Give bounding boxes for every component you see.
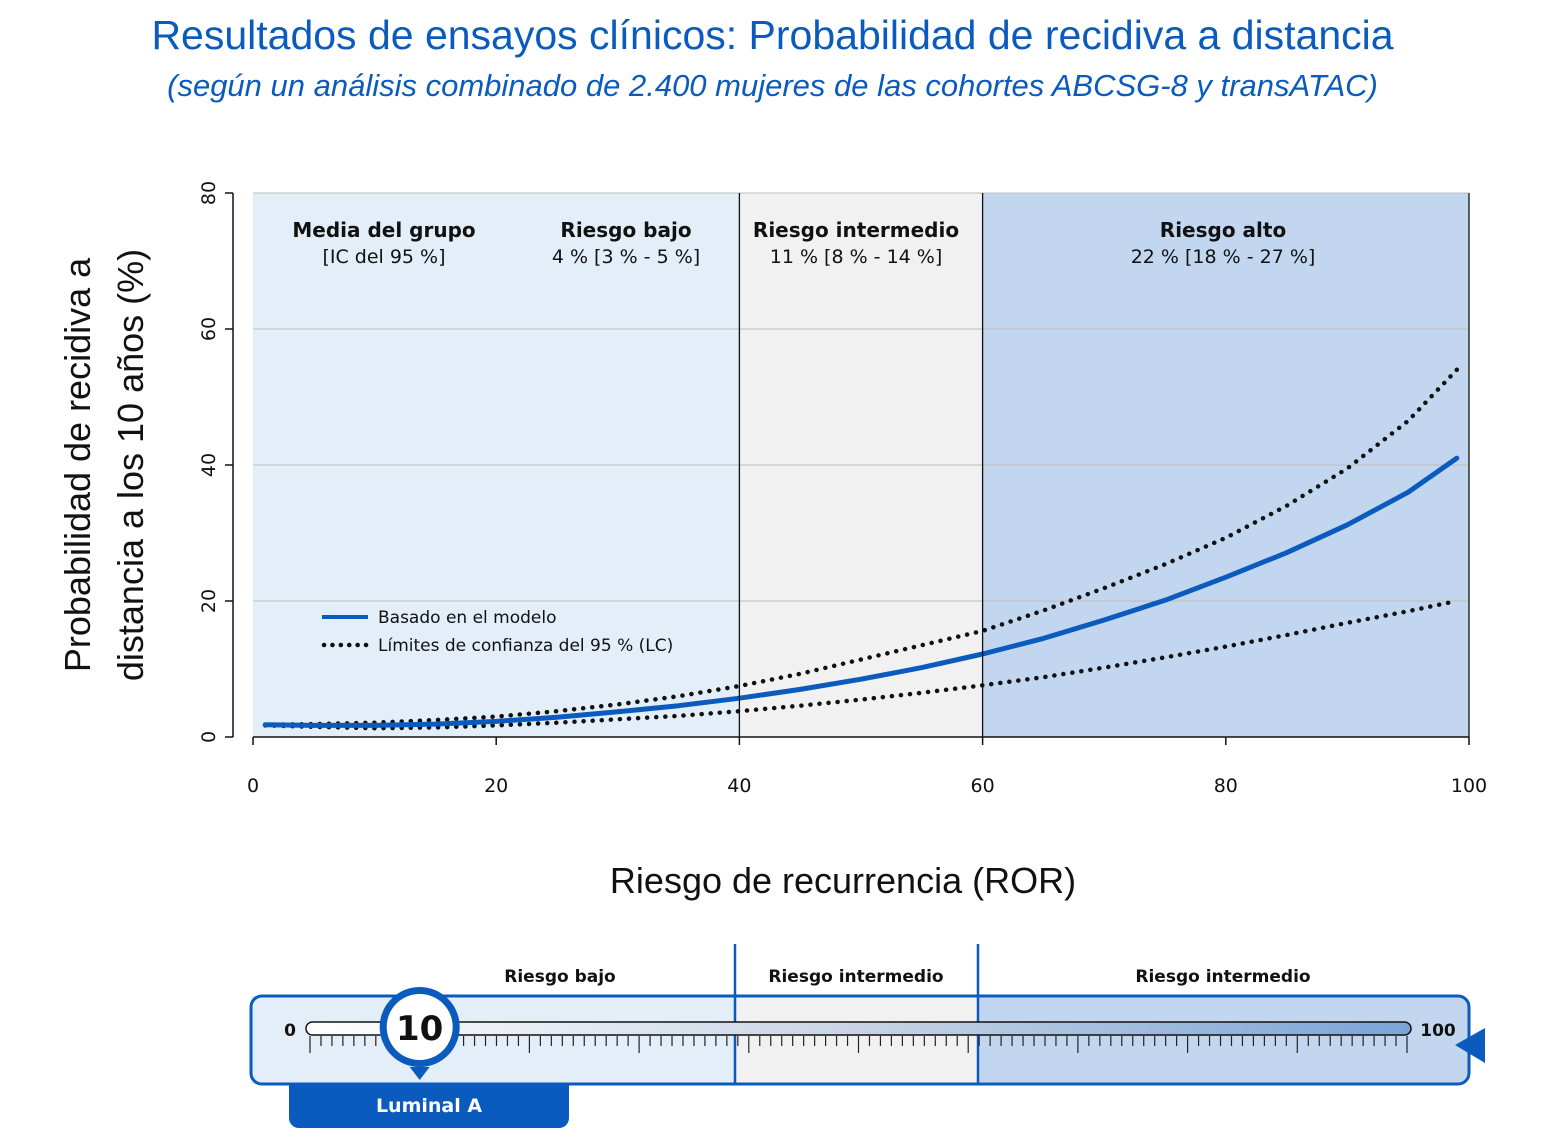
ror-min-label: 0 bbox=[284, 1021, 296, 1041]
axes: 0 20 40 60 80 0 20 40 60 80 100 bbox=[198, 181, 1487, 797]
y-axis-label-line1: Probabilidad de recidiva a bbox=[57, 257, 98, 672]
score-marker-pointer bbox=[409, 1067, 430, 1080]
region-label-low: Riesgo bajo bbox=[560, 218, 691, 242]
y-tick-label: 40 bbox=[198, 453, 220, 477]
y-tick-label: 20 bbox=[198, 589, 220, 613]
ror-segment-low-label: Riesgo bajo bbox=[504, 967, 615, 987]
y-tick-label: 80 bbox=[198, 181, 220, 205]
region-label-intermediate: Riesgo intermedio bbox=[753, 218, 959, 242]
ror-score-marker: 10 bbox=[379, 987, 460, 1080]
ror-track bbox=[305, 1021, 1412, 1036]
region-label-high: Riesgo alto bbox=[1160, 218, 1286, 242]
region-value-high: 22 % [18 % - 27 %] bbox=[1131, 246, 1316, 268]
chart-subtitle: (según un análisis combinado de 2.400 mu… bbox=[167, 68, 1378, 103]
region-value-low: 4 % [3 % - 5 %] bbox=[552, 246, 700, 268]
ror-ticks bbox=[309, 1036, 1408, 1053]
ror-scale: Riesgo bajo Riesgo intermedio Riesgo int… bbox=[249, 944, 1485, 1128]
group-header-label: Media del grupo bbox=[292, 218, 475, 242]
ror-segment-mid-label: Riesgo intermedio bbox=[768, 967, 943, 987]
score-marker-face bbox=[386, 994, 453, 1060]
ror-segment-high-label: Riesgo intermedio bbox=[1135, 967, 1310, 987]
ror-score-value: 10 bbox=[396, 1009, 443, 1049]
y-tick-label: 0 bbox=[198, 731, 220, 743]
ror-bar-bg-mid bbox=[735, 996, 978, 1084]
x-axis-label: Riesgo de recurrencia (ROR) bbox=[610, 860, 1076, 901]
x-tick-label: 20 bbox=[484, 775, 508, 797]
x-tick-label: 80 bbox=[1214, 775, 1238, 797]
y-tick-label: 60 bbox=[198, 317, 220, 341]
region-value-intermediate: 11 % [8 % - 14 %] bbox=[770, 246, 943, 268]
chart-title: Resultados de ensayos clínicos: Probabil… bbox=[151, 12, 1394, 58]
x-tick-label: 0 bbox=[247, 775, 259, 797]
y-axis-label-line2: distancia a los 10 años (%) bbox=[110, 249, 151, 681]
luminal-tab bbox=[289, 1084, 569, 1128]
ror-bar-bg-high bbox=[978, 996, 1469, 1084]
x-tick-label: 100 bbox=[1451, 775, 1487, 797]
x-tick-label: 40 bbox=[727, 775, 751, 797]
group-header-value: [IC del 95 %] bbox=[322, 246, 445, 268]
ror-max-label: 100 bbox=[1420, 1021, 1456, 1041]
grid-lines bbox=[253, 192, 1469, 602]
ror-pointer-arrow bbox=[1455, 1028, 1485, 1063]
luminal-subtype-label: Luminal A bbox=[376, 1095, 482, 1117]
legend-model-label: Basado en el modelo bbox=[378, 608, 557, 628]
legend-ci-label: Límites de confianza del 95 % (LC) bbox=[378, 636, 673, 656]
series-ci-upper-line bbox=[262, 367, 1460, 728]
series-ci-lower-line bbox=[262, 598, 1460, 731]
x-tick-label: 60 bbox=[971, 775, 995, 797]
series-lines bbox=[262, 367, 1460, 731]
series-model-line bbox=[262, 455, 1460, 728]
ror-bar-bg-low bbox=[251, 996, 735, 1084]
